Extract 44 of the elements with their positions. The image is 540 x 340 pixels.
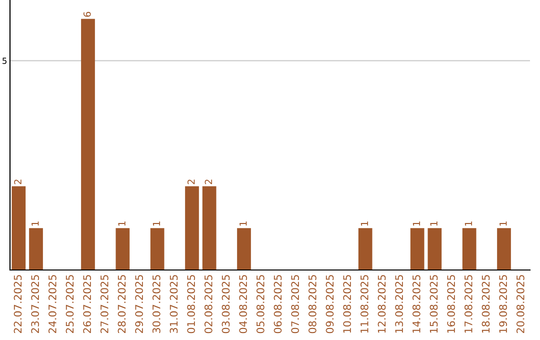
x-tick-label: 26.07.2025 [83, 275, 92, 334]
data-label: 6 [83, 12, 91, 17]
data-label: 1 [464, 221, 472, 226]
x-tick-label: 17.08.2025 [464, 275, 472, 333]
x-tick-label: 10.08.2025 [343, 275, 352, 333]
x-tick-label: 11.08.2025 [360, 275, 368, 333]
data-label: 2 [187, 180, 195, 184]
data-label: 1 [118, 221, 126, 226]
data-label: 1 [240, 221, 247, 226]
x-tick-label: 08.08.2025 [308, 275, 316, 334]
x-tick-label: 31.07.2025 [170, 275, 178, 334]
x-tick-label: 05.08.2025 [256, 275, 264, 334]
x-tick-label: 24.07.2025 [48, 275, 56, 334]
x-tick-label: 19.08.2025 [499, 275, 508, 333]
data-label: 1 [412, 221, 420, 226]
data-label: 1 [152, 221, 160, 226]
x-tick-label: 14.08.2025 [412, 275, 420, 333]
x-tick-label: 18.08.2025 [482, 275, 490, 333]
x-tick-label: 20.08.2025 [516, 275, 524, 334]
x-tick-label: 30.07.2025 [152, 275, 160, 334]
data-label: 1 [500, 221, 507, 226]
x-tick-label: 02.08.2025 [204, 275, 212, 334]
data-label: 2 [204, 180, 212, 184]
data-label: 1 [430, 221, 438, 226]
x-tick-label: 22.07.2025 [14, 275, 22, 334]
x-tick-label: 04.08.2025 [239, 275, 248, 334]
x-tick-label: 13.08.2025 [395, 275, 404, 333]
x-tick-label: 28.07.2025 [118, 275, 126, 334]
x-tick-label: 06.08.2025 [274, 275, 282, 334]
x-tick-label: 15.08.2025 [430, 275, 438, 333]
x-tick-label: 27.07.2025 [100, 275, 108, 334]
x-tick-label: 16.08.2025 [447, 275, 456, 333]
x-tick-label: 23.07.2025 [31, 275, 40, 334]
x-tick-label: 03.08.2025 [222, 275, 230, 334]
x-tick-label: 01.08.2025 [187, 275, 196, 334]
x-tick-label: 07.08.2025 [291, 275, 300, 334]
y-tick-label: 5 [2, 58, 6, 64]
x-tick-label: 29.07.2025 [135, 275, 144, 334]
data-label: 1 [32, 221, 39, 226]
x-tick-label: 12.08.2025 [378, 275, 386, 333]
data-label: 1 [360, 221, 368, 226]
x-tick-label: 09.08.2025 [326, 275, 334, 334]
x-tick-label: 25.07.2025 [66, 275, 74, 334]
data-label: 2 [14, 180, 22, 184]
